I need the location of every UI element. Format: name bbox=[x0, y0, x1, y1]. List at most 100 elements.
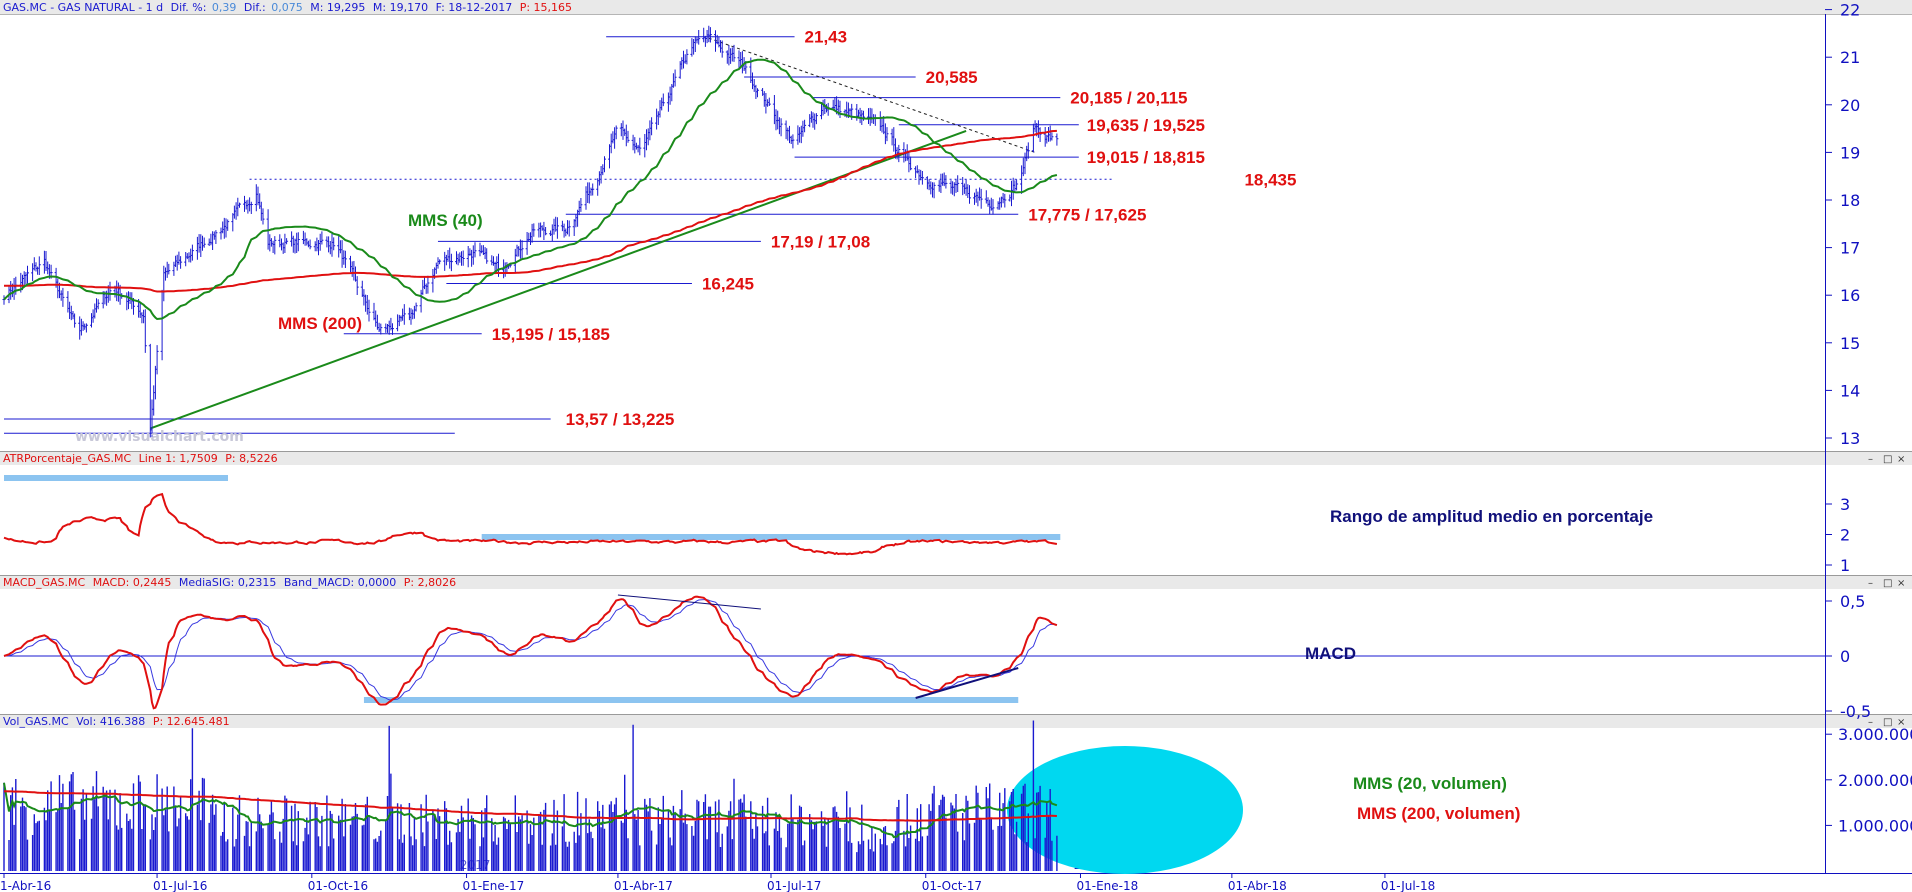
level-label: 13,57 / 13,225 bbox=[566, 410, 675, 429]
resistance-trendline bbox=[708, 37, 1036, 153]
vol-header: Vol_GAS.MC Vol: 416.388 P: 12.645.481 bbox=[3, 715, 230, 728]
vol-mms20-line bbox=[3, 782, 1058, 839]
macd-signal: MediaSIG: 0,2315 bbox=[179, 576, 276, 589]
window-buttons[interactable]: – □ × – □ × – □ × bbox=[1868, 454, 1905, 728]
atr-header: ATRPorcentaje_GAS.MC Line 1: 1,7509 P: 8… bbox=[3, 452, 278, 465]
vol-p: P: 12.645.481 bbox=[153, 715, 230, 728]
x-tick-label: 01-Jul-16 bbox=[153, 879, 207, 892]
atr-line: Line 1: 1,7509 bbox=[139, 452, 218, 465]
x-tick-label: 01-Jul-18 bbox=[1381, 879, 1435, 892]
header-m2: M: 19,170 bbox=[373, 1, 428, 14]
level-label: 19,015 / 18,815 bbox=[1087, 148, 1205, 167]
price-tick-label: 15 bbox=[1840, 334, 1860, 353]
vol-ma20-note: MMS (20, volumen) bbox=[1353, 774, 1507, 793]
minimize-icon[interactable]: – bbox=[1868, 578, 1873, 589]
level-label: 17,19 / 17,08 bbox=[771, 232, 870, 251]
level-label: 15,195 / 15,185 bbox=[492, 325, 610, 344]
atr-name: ATRPorcentaje_GAS.MC bbox=[3, 452, 131, 465]
macd-tick-label: 0 bbox=[1840, 647, 1850, 666]
x-tick-label: 01-Jul-17 bbox=[767, 879, 821, 892]
atr-panel: 1 2 3 bbox=[3, 475, 1850, 575]
macd-panel: -0,5 0 0,5 bbox=[3, 592, 1871, 721]
price-tick-label: 17 bbox=[1840, 239, 1860, 258]
vol-name: Vol_GAS.MC bbox=[3, 715, 69, 728]
macd-name: MACD_GAS.MC bbox=[3, 576, 85, 589]
mms40-label: MMS (40) bbox=[408, 211, 483, 230]
vol-value: Vol: 416.388 bbox=[76, 715, 145, 728]
vol-ma200-note: MMS (200, volumen) bbox=[1357, 804, 1520, 823]
header-date: F: 18-12-2017 bbox=[436, 1, 513, 14]
level-label: 18,435 bbox=[1244, 170, 1296, 189]
header-dif: 0,075 bbox=[271, 1, 303, 14]
level-label: 16,245 bbox=[702, 275, 754, 294]
restore-icon[interactable]: □ bbox=[1883, 717, 1892, 728]
header-difpct: 0,39 bbox=[212, 1, 237, 14]
mms40-line bbox=[3, 58, 1058, 321]
mms200-label: MMS (200) bbox=[278, 314, 362, 333]
level-label: 17,775 / 17,625 bbox=[1028, 205, 1146, 224]
macd-divergence-bottom bbox=[915, 667, 1019, 699]
header-m1: M: 19,295 bbox=[310, 1, 365, 14]
minimize-icon[interactable]: – bbox=[1868, 717, 1873, 728]
vol-tick-label: 1.000.000 bbox=[1838, 816, 1912, 835]
watermark: www.visualchart.com bbox=[75, 429, 244, 445]
atr-tick-label: 1 bbox=[1840, 556, 1850, 575]
level-label: 19,635 / 19,525 bbox=[1087, 116, 1205, 135]
header-dif-label: Dif.: bbox=[244, 1, 266, 14]
atr-tick-label: 3 bbox=[1840, 495, 1850, 514]
price-tick-label: 13 bbox=[1840, 429, 1860, 448]
vol-tick-label: 2.000.000 bbox=[1838, 771, 1912, 790]
price-tick-label: 19 bbox=[1840, 143, 1860, 162]
macd-value: MACD: 0,2445 bbox=[93, 576, 172, 589]
macd-tick-label: -0,5 bbox=[1840, 702, 1871, 721]
price-tick-label: 21 bbox=[1840, 48, 1860, 67]
atr-p: P: 8,5226 bbox=[225, 452, 277, 465]
vol-mms200-line bbox=[3, 790, 1057, 822]
macd-signal-line bbox=[3, 598, 1057, 701]
x-tick-label: 01-Ene-18 bbox=[1076, 879, 1138, 892]
x-tick-label: 1-Abr-16 bbox=[0, 879, 51, 892]
macd-line bbox=[3, 595, 1058, 710]
level-label: 21,43 bbox=[805, 28, 848, 47]
header-difpct-label: Dif. %: bbox=[171, 1, 207, 14]
x-tick-label: 01-Abr-17 bbox=[614, 879, 673, 892]
x-tick-label: 01-Ene-17 bbox=[463, 879, 525, 892]
minimize-icon[interactable]: – bbox=[1868, 454, 1873, 465]
price-tick-label: 18 bbox=[1840, 191, 1860, 210]
price-level-labels: 21,43 20,585 20,185 / 20,115 19,635 / 19,52… bbox=[492, 28, 1297, 429]
close-icon[interactable]: × bbox=[1897, 578, 1905, 589]
volume-panel: 1.000.000 2.000.000 3.000.000 bbox=[3, 720, 1912, 871]
macd-p: P: 2,8026 bbox=[404, 576, 456, 589]
x-tick-label: 01-Abr-18 bbox=[1228, 879, 1287, 892]
price-tick-label: 16 bbox=[1840, 286, 1860, 305]
x-tick-label: 01-Oct-16 bbox=[308, 879, 368, 892]
main-header: GAS.MC - GAS NATURAL - 1 d Dif. %: 0,39 … bbox=[3, 1, 572, 14]
level-label: 20,185 / 20,115 bbox=[1070, 89, 1187, 108]
macd-tick-label: 0,5 bbox=[1840, 592, 1865, 611]
price-tick-label: 22 bbox=[1840, 1, 1860, 20]
close-icon[interactable]: × bbox=[1897, 454, 1905, 465]
level-label: 20,585 bbox=[926, 68, 978, 87]
vol-tick-label: 3.000.000 bbox=[1838, 725, 1912, 744]
price-y-axis: 13 14 15 16 17 18 19 20 21 22 bbox=[1825, 1, 1860, 448]
support-trendline bbox=[149, 130, 967, 430]
close-icon[interactable]: × bbox=[1897, 717, 1905, 728]
atr-line bbox=[3, 492, 1058, 556]
moving-averages bbox=[3, 58, 1058, 321]
volume-highlight-ellipse bbox=[1007, 746, 1243, 874]
restore-icon[interactable]: □ bbox=[1883, 578, 1892, 589]
header-price: P: 15,165 bbox=[520, 1, 572, 14]
atr-tick-label: 2 bbox=[1840, 526, 1850, 545]
mms200-line bbox=[3, 129, 1057, 293]
trendlines bbox=[149, 37, 1036, 430]
volume-bars bbox=[3, 720, 1058, 871]
header-symbol: GAS.MC - GAS NATURAL - 1 d bbox=[3, 1, 163, 14]
price-tick-label: 14 bbox=[1840, 381, 1860, 400]
atr-note: Rango de amplitud medio en porcentaje bbox=[1330, 507, 1653, 526]
macd-header: MACD_GAS.MC MACD: 0,2445 MediaSIG: 0,231… bbox=[3, 576, 456, 589]
volume-ellipse bbox=[1007, 746, 1243, 874]
x-tick-label: 01-Oct-17 bbox=[922, 879, 982, 892]
restore-icon[interactable]: □ bbox=[1883, 454, 1892, 465]
